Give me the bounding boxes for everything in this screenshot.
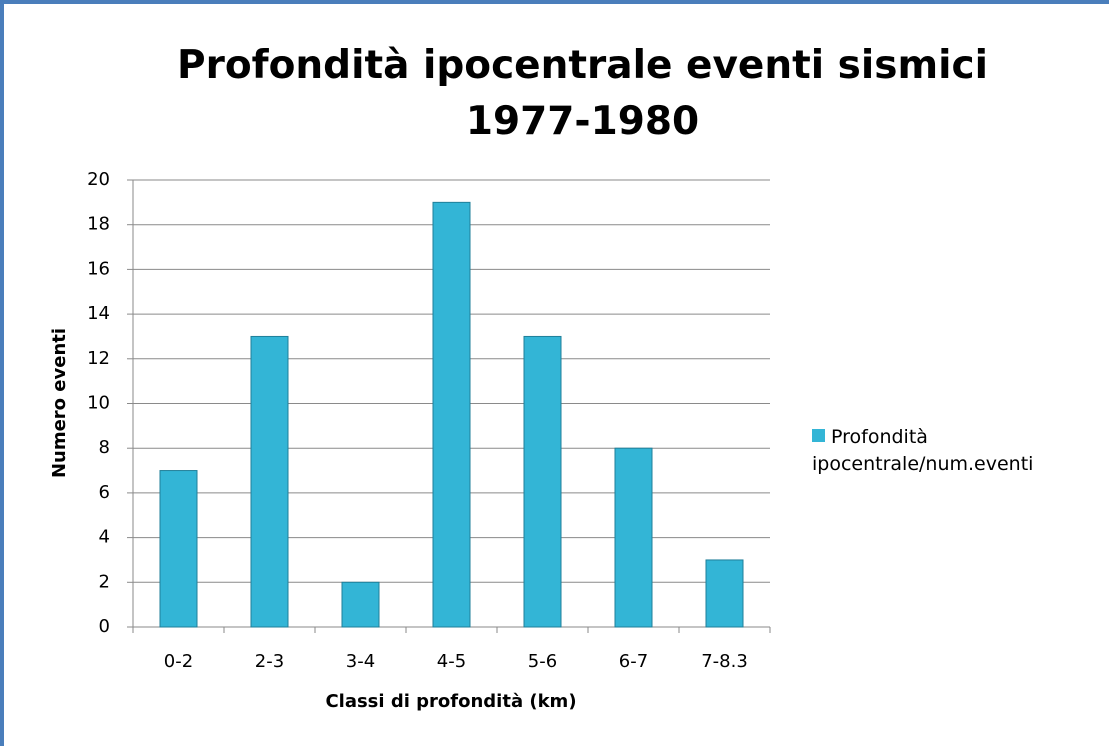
bar [159, 470, 198, 628]
bar [614, 447, 653, 628]
x-tick-label: 7-8.3 [701, 651, 748, 672]
legend-swatch [812, 429, 825, 442]
y-tick-label: 2 [99, 571, 110, 592]
y-axis-title: Numero eventi [49, 328, 70, 478]
y-tick-label: 10 [87, 393, 110, 414]
chart-title: Profondità ipocentrale eventi sismici 19… [177, 43, 988, 144]
legend-label: Profondità ipocentrale/num.eventi [812, 426, 1034, 475]
bar [523, 335, 562, 628]
y-tick-label: 16 [87, 258, 110, 279]
y-tick-label: 0 [99, 616, 110, 637]
x-tick-label: 0-2 [164, 651, 193, 672]
x-tick-label: 6-7 [619, 651, 648, 672]
bar [250, 335, 289, 628]
y-tick-label: 8 [99, 437, 110, 458]
x-tick-label: 2-3 [255, 651, 284, 672]
x-axis-title: Classi di profondità (km) [325, 691, 576, 712]
y-tick-label: 6 [99, 482, 110, 503]
y-tick-label: 4 [99, 527, 110, 548]
x-tick-label: 4-5 [437, 651, 466, 672]
bar [341, 581, 380, 628]
y-tick-label: 18 [87, 214, 110, 235]
y-tick-label: 14 [87, 303, 110, 324]
x-tick-label: 5-6 [528, 651, 557, 672]
bar [432, 201, 471, 628]
bar [705, 559, 744, 628]
y-tick-label: 12 [87, 348, 110, 369]
y-tick-label: 20 [87, 169, 110, 190]
x-tick-label: 3-4 [346, 651, 375, 672]
legend: Profondità ipocentrale/num.eventi [812, 424, 1102, 478]
